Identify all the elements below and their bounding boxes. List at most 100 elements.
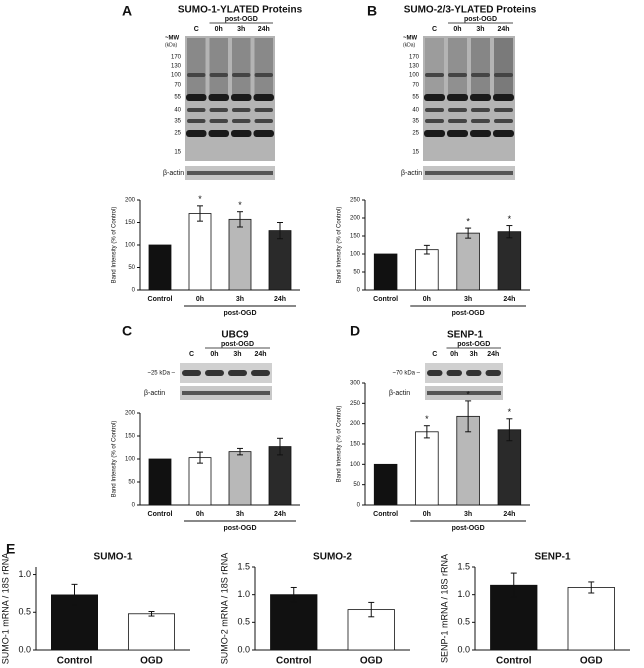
blot-band (493, 130, 514, 137)
y-tick-label: 100 (125, 243, 136, 249)
x-tick-label: Control (276, 656, 312, 667)
bar (456, 232, 480, 291)
mw-marker: 35 (412, 119, 419, 125)
blot-band (231, 130, 252, 137)
blot-band (493, 94, 514, 101)
blot-band (187, 108, 206, 112)
mw-marker: 55 (174, 95, 181, 101)
x-tick-label: 24h (503, 296, 515, 303)
x-tick-label: Control (148, 296, 173, 303)
bar (188, 213, 212, 291)
lane-label: 24h (258, 26, 270, 33)
y-tick-label: 1.0 (457, 589, 470, 599)
mw-marker: 35 (174, 119, 181, 125)
y-tick-label: 0.5 (457, 617, 470, 627)
y-tick-label: 200 (350, 216, 361, 222)
y-tick-label: 150 (350, 234, 361, 240)
blot-band (427, 370, 443, 376)
y-tick-label: 200 (125, 411, 136, 417)
blot-band (208, 130, 229, 137)
blot-band (232, 108, 251, 112)
blot-band (254, 108, 273, 112)
x-tick-label: 3h (236, 511, 244, 518)
blot-image (180, 363, 272, 383)
blot-band (228, 370, 247, 376)
x-tick-label: OGD (580, 656, 603, 667)
mw-header: ~MW (165, 36, 180, 42)
significance-marker: * (466, 216, 470, 226)
mw-marker: 100 (409, 73, 420, 79)
y-tick-label: 0 (132, 288, 136, 294)
lane-label: 3h (470, 351, 478, 358)
x-tick-label: 24h (503, 511, 515, 518)
blot-band (186, 94, 207, 101)
blot-band (254, 119, 273, 123)
bar (567, 587, 615, 651)
x-tick-label: Control (373, 511, 398, 518)
loading-label: β-actin (401, 170, 422, 177)
bar (268, 230, 292, 291)
blot-band (209, 119, 228, 123)
x-tick-label: 0h (423, 511, 431, 518)
blot-band (425, 108, 444, 112)
y-tick-label: 150 (125, 434, 136, 440)
mw-marker: 170 (409, 55, 420, 61)
y-tick-label: 0 (132, 503, 136, 509)
significance-marker: * (425, 414, 429, 424)
x-tick-label: 0h (423, 296, 431, 303)
mw-header: ~70 kDa – (392, 371, 420, 377)
y-tick-label: 50 (353, 482, 360, 488)
lane-label: C (189, 351, 194, 358)
mw-unit: (kDa) (165, 42, 178, 48)
blot-band (447, 94, 468, 101)
mw-marker: 40 (412, 108, 419, 114)
loading-band (182, 391, 270, 395)
x-group-label: post-OGD (223, 525, 256, 532)
blot-band (187, 119, 206, 123)
x-tick-label: Control (57, 656, 93, 667)
blot-band (448, 119, 467, 123)
mw-marker: 25 (174, 131, 181, 137)
blot-band (425, 119, 444, 123)
y-tick-label: 300 (350, 381, 361, 387)
x-group-label: post-OGD (452, 310, 485, 317)
blot-band (425, 73, 444, 77)
x-tick-label: Control (148, 511, 173, 518)
x-group-label: post-OGD (223, 310, 256, 317)
x-group-label: post-OGD (452, 525, 485, 532)
mw-marker: 130 (409, 64, 420, 70)
blot-band (448, 73, 467, 77)
x-tick-label: 3h (236, 296, 244, 303)
blot-title: SENP-1 (447, 330, 484, 341)
y-axis-label: Band Intensity (% of Control) (112, 421, 118, 498)
blot-band (254, 73, 273, 77)
y-tick-label: 1.5 (457, 561, 470, 571)
blot-smear (448, 38, 467, 98)
y-tick-label: 250 (350, 198, 361, 204)
blot-band (186, 130, 207, 137)
blot-band (251, 370, 270, 376)
blot-band (466, 370, 482, 376)
blot-title: SUMO-1-YLATED Proteins (178, 5, 303, 16)
lane-group-label: post-OGD (221, 341, 254, 348)
lane-label: C (432, 26, 437, 33)
bar (415, 249, 439, 291)
blot-band (182, 370, 201, 376)
lane-label: 3h (476, 26, 484, 33)
lane-label: C (194, 26, 199, 33)
blot-band (494, 119, 513, 123)
y-tick-label: 200 (350, 421, 361, 427)
mw-header: ~25 kDa – (147, 371, 175, 377)
loading-label: β-actin (163, 170, 184, 177)
x-tick-label: 3h (464, 511, 472, 518)
blot-smear (425, 38, 444, 98)
y-tick-label: 50 (128, 480, 135, 486)
y-tick-label: 1.0 (18, 569, 31, 579)
bar (228, 218, 252, 291)
blot-band (253, 130, 274, 137)
mw-marker: 70 (412, 83, 419, 89)
blot-band (471, 119, 490, 123)
bar (127, 613, 175, 651)
lane-label: 3h (233, 351, 241, 358)
bar (373, 253, 398, 291)
